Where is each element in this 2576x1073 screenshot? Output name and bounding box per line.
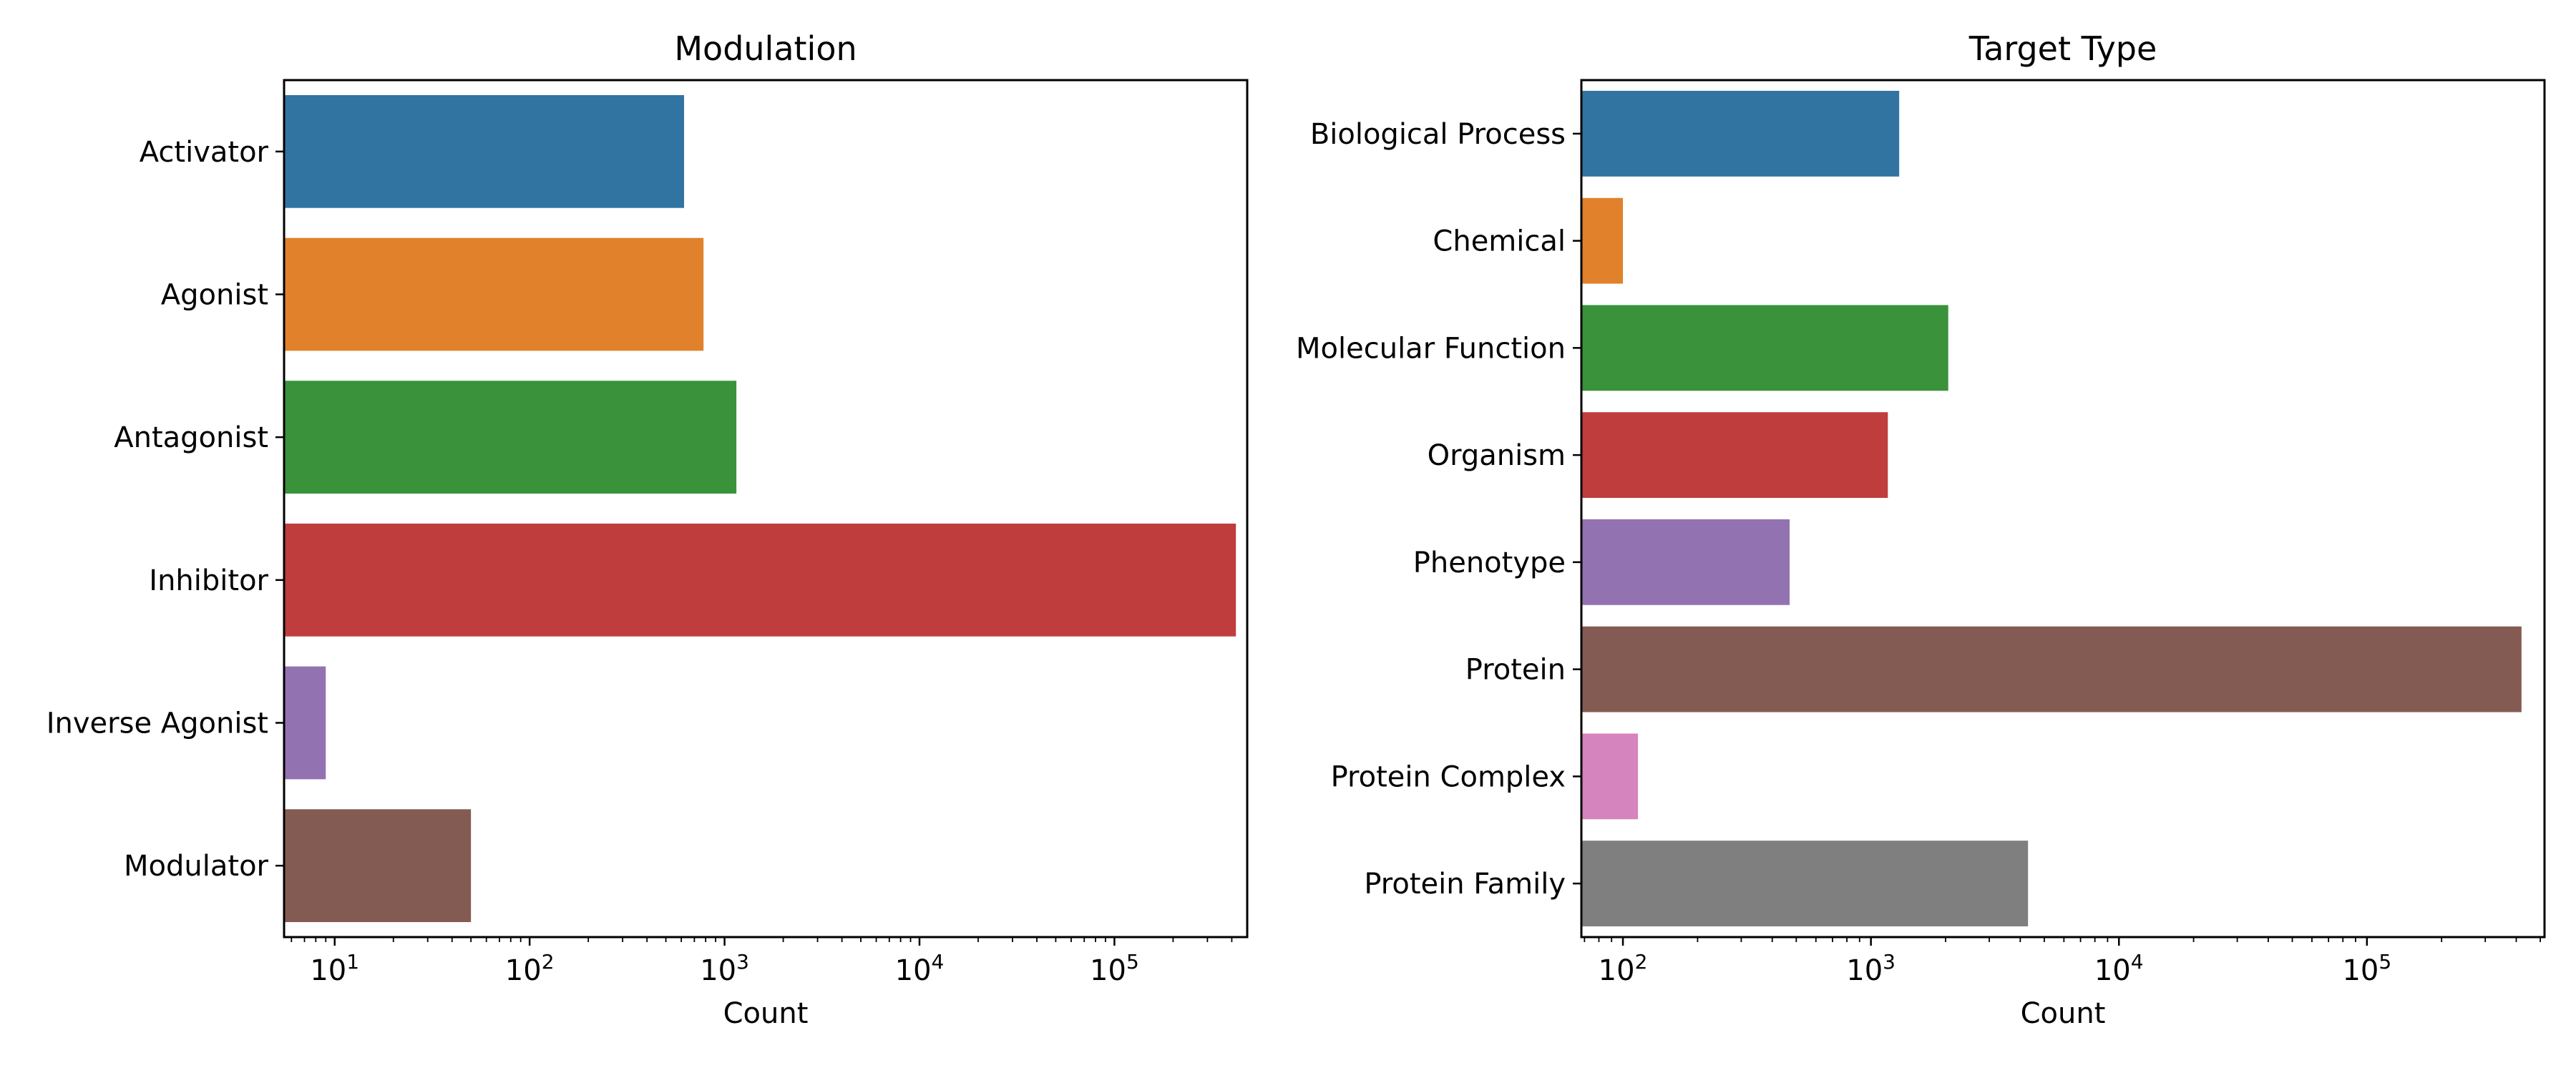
x-axis-label: Count — [2021, 997, 2106, 1030]
chart-title: Modulation — [674, 29, 857, 68]
x-axis-label: Count — [723, 997, 809, 1030]
bar-inhibitor — [284, 523, 1236, 637]
y-tick-label: Protein Family — [1364, 868, 1566, 901]
y-tick-label: Antagonist — [114, 421, 268, 454]
y-tick-label: Chemical — [1433, 225, 1566, 258]
y-tick-label: Activator — [140, 136, 269, 169]
bar-modulator — [284, 809, 472, 923]
x-axis-ticks: 102 103 104 105 — [1584, 937, 2541, 987]
target-type-chart: Target Type Biological Process Chemical Mo… — [1296, 29, 2546, 1030]
y-tick-label: Agonist — [161, 279, 268, 312]
x-axis-ticks: 101 102 103 104 105 — [291, 937, 1233, 987]
y-axis-tick-labels: Biological Process Chemical Molecular Func… — [1296, 118, 1581, 901]
y-tick-label: Protein — [1465, 654, 1566, 687]
bar-inverse-agonist — [284, 666, 326, 780]
y-tick-label: Organism — [1428, 439, 1566, 472]
plot-frame — [283, 79, 1249, 939]
x-tick-label: 101 — [310, 950, 359, 987]
y-axis-tick-labels: Activator Agonist Antagonist Inhibitor Inver… — [47, 136, 284, 883]
x-tick-label: 104 — [895, 950, 945, 987]
bar-phenotype — [1581, 519, 1790, 605]
modulation-chart: Modulation Activator Agonist Antagonist Inh… — [47, 29, 1249, 1030]
bar-group — [1581, 90, 2522, 927]
bar-chemical — [1581, 197, 1624, 284]
bar-antagonist — [284, 381, 737, 494]
y-tick-label: Molecular Function — [1296, 332, 1566, 365]
y-tick-label: Biological Process — [1310, 118, 1566, 151]
x-tick-label: 105 — [2342, 950, 2391, 987]
bar-activator — [284, 94, 685, 208]
plot-frame — [1580, 79, 2546, 939]
bar-protein-complex — [1581, 733, 1639, 820]
x-tick-label: 102 — [505, 950, 555, 987]
x-tick-label: 102 — [1599, 950, 1648, 987]
bar-organism — [1581, 412, 1888, 499]
x-tick-label: 104 — [2094, 950, 2144, 987]
y-tick-label: Inhibitor — [149, 564, 268, 597]
y-tick-label: Protein Complex — [1331, 760, 1566, 793]
x-tick-label: 105 — [1090, 950, 1139, 987]
bar-agonist — [284, 237, 704, 351]
x-tick-label: 103 — [700, 950, 749, 987]
bar-molecular-function — [1581, 305, 1948, 391]
y-tick-label: Inverse Agonist — [47, 707, 268, 740]
bar-protein-family — [1581, 841, 2029, 927]
y-tick-label: Phenotype — [1413, 547, 1566, 579]
bar-protein — [1581, 626, 2522, 712]
bar-group — [284, 94, 1236, 923]
x-tick-label: 103 — [1846, 950, 1896, 987]
chart-title: Target Type — [1968, 29, 2157, 68]
y-tick-label: Modulator — [124, 850, 269, 883]
bar-biological-process — [1581, 90, 1900, 177]
